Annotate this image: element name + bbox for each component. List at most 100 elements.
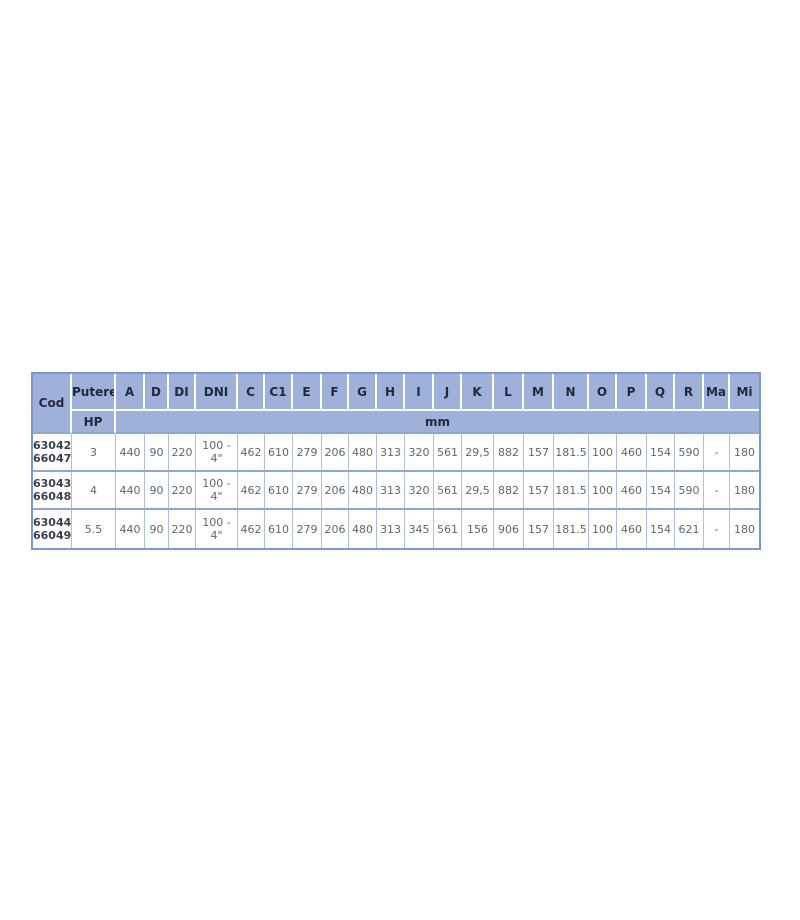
cell-g: 480: [349, 472, 377, 510]
cell-dni: 100 - 4": [196, 434, 238, 472]
cell-c: 462: [238, 434, 265, 472]
cell-o: 100: [589, 434, 617, 472]
cell-j: 561: [434, 434, 462, 472]
col-header-d: D: [145, 374, 169, 412]
cell-g: 480: [349, 434, 377, 472]
cell-l: 882: [494, 434, 524, 472]
col-header-mi: Mi: [730, 374, 759, 412]
cell-c1: 610: [265, 472, 293, 510]
table-head: Cod Putere A D DI DNI C C1 E F G H I J K L M N O P Q R Ma Mi HP m…: [33, 374, 759, 434]
cell-ma: -: [704, 510, 730, 548]
cell-o: 100: [589, 510, 617, 548]
col-header-cod: Cod: [33, 374, 72, 434]
table-row: 63043 66048 4 440 90 220 100 - 4" 462 610 279 206…: [33, 472, 759, 510]
col-header-g: G: [349, 374, 377, 412]
cell-f: 206: [322, 472, 349, 510]
cell-ma: -: [704, 434, 730, 472]
cell-n: 181.5: [554, 472, 589, 510]
cell-f: 206: [322, 510, 349, 548]
col-header-di: DI: [169, 374, 196, 412]
cell-i: 345: [405, 510, 434, 548]
cell-m: 157: [524, 472, 554, 510]
cell-d: 90: [145, 434, 169, 472]
cell-n: 181.5: [554, 434, 589, 472]
cell-m: 157: [524, 510, 554, 548]
cell-k: 29,5: [462, 434, 494, 472]
cell-p: 460: [617, 472, 647, 510]
col-header-f: F: [322, 374, 349, 412]
table-container: Cod Putere A D DI DNI C C1 E F G H I J K L M N O P Q R Ma Mi HP m…: [31, 372, 761, 550]
col-header-q: Q: [647, 374, 675, 412]
cell-d: 90: [145, 510, 169, 548]
col-header-hp: HP: [72, 411, 116, 434]
cell-cod: 63044 66049: [33, 510, 72, 548]
cell-putere-hp: 3: [72, 434, 116, 472]
cell-putere-hp: 4: [72, 472, 116, 510]
cell-ma: -: [704, 472, 730, 510]
col-header-c: C: [238, 374, 265, 412]
header-row-2: HP mm: [33, 411, 759, 434]
cell-cod: 63043 66048: [33, 472, 72, 510]
col-header-h: H: [377, 374, 405, 412]
cell-putere-hp: 5.5: [72, 510, 116, 548]
cell-q: 154: [647, 434, 675, 472]
cell-c1: 610: [265, 510, 293, 548]
cell-c: 462: [238, 472, 265, 510]
cell-k: 29,5: [462, 472, 494, 510]
cell-j: 561: [434, 510, 462, 548]
col-header-putere: Putere: [72, 374, 116, 412]
cell-mi: 180: [730, 434, 759, 472]
cell-l: 882: [494, 472, 524, 510]
col-header-j: J: [434, 374, 462, 412]
col-header-m: M: [524, 374, 554, 412]
cell-h: 313: [377, 472, 405, 510]
cell-m: 157: [524, 434, 554, 472]
col-header-l: L: [494, 374, 524, 412]
cell-di: 220: [169, 510, 196, 548]
col-header-c1: C1: [265, 374, 293, 412]
cell-h: 313: [377, 510, 405, 548]
cell-c1: 610: [265, 434, 293, 472]
cell-di: 220: [169, 472, 196, 510]
col-header-o: O: [589, 374, 617, 412]
col-header-i: I: [405, 374, 434, 412]
header-row-1: Cod Putere A D DI DNI C C1 E F G H I J K L M N O P Q R Ma Mi: [33, 374, 759, 434]
col-header-e: E: [293, 374, 322, 412]
cell-r: 621: [675, 510, 704, 548]
cell-q: 154: [647, 510, 675, 548]
cell-g: 480: [349, 510, 377, 548]
cell-j: 561: [434, 472, 462, 510]
cell-n: 181.5: [554, 510, 589, 548]
cell-c: 462: [238, 510, 265, 548]
cell-o: 100: [589, 472, 617, 510]
cell-r: 590: [675, 472, 704, 510]
cell-e: 279: [293, 472, 322, 510]
col-header-p: P: [617, 374, 647, 412]
col-header-k: K: [462, 374, 494, 412]
cell-a: 440: [116, 510, 145, 548]
cell-di: 220: [169, 434, 196, 472]
cell-i: 320: [405, 472, 434, 510]
cell-mi: 180: [730, 472, 759, 510]
cell-f: 206: [322, 434, 349, 472]
cell-e: 279: [293, 510, 322, 548]
col-header-a: A: [116, 374, 145, 412]
dimensions-table: Cod Putere A D DI DNI C C1 E F G H I J K L M N O P Q R Ma Mi HP m…: [31, 372, 761, 550]
col-header-r: R: [675, 374, 704, 412]
table-row: 63042 66047 3 440 90 220 100 - 4" 462 610 279 206…: [33, 434, 759, 472]
cell-mi: 180: [730, 510, 759, 548]
cell-l: 906: [494, 510, 524, 548]
cell-e: 279: [293, 434, 322, 472]
cell-i: 320: [405, 434, 434, 472]
unit-header-mm: mm: [116, 411, 759, 434]
cell-k: 156: [462, 510, 494, 548]
col-header-dni: DNI: [196, 374, 238, 412]
cell-a: 440: [116, 472, 145, 510]
cell-r: 590: [675, 434, 704, 472]
table-body: 63042 66047 3 440 90 220 100 - 4" 462 610 279 206…: [33, 434, 759, 548]
cell-d: 90: [145, 472, 169, 510]
col-header-ma: Ma: [704, 374, 730, 412]
cell-p: 460: [617, 434, 647, 472]
cell-h: 313: [377, 434, 405, 472]
col-header-n: N: [554, 374, 589, 412]
